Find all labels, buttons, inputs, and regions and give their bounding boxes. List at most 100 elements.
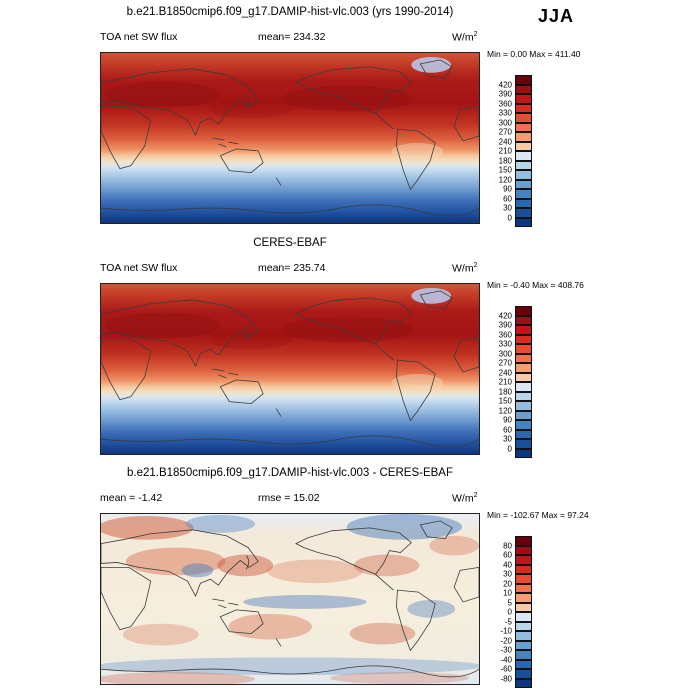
colorbar-swatch — [515, 306, 532, 316]
colorbar-tick: 390 — [498, 320, 512, 330]
colorbar-swatch — [515, 659, 532, 669]
colorbar-tick: 120 — [498, 175, 512, 184]
panel-model-title: b.e21.B1850cmip6.f09_g17.DAMIP-hist-vlc.… — [126, 6, 454, 18]
colorbar-tick: 60 — [503, 194, 512, 203]
colorbar-swatch — [515, 113, 532, 123]
colorbar-swatch — [515, 75, 532, 85]
colorbar-swatch — [515, 564, 532, 574]
colorbar-swatch — [515, 208, 532, 218]
colorbar-tick: -40 — [500, 655, 512, 664]
mean-value-label: mean = -1.42 — [100, 492, 163, 504]
colorbar-tick: 0 — [507, 444, 512, 453]
colorbar-swatch — [515, 678, 532, 688]
panel-diff-title: b.e21.B1850cmip6.f09_g17.DAMIP-hist-vlc.… — [127, 467, 453, 479]
colorbar-swatch — [515, 122, 532, 132]
colorbar-tick: 60 — [503, 550, 512, 560]
units-label: W/m2 — [452, 31, 477, 44]
colorbar-swatch — [515, 621, 532, 631]
colorbar-obs: 420 390 360 330 300 270 240 210 180 150 120 90 60 30 0 — [487, 306, 547, 460]
map-diff — [100, 513, 480, 685]
colorbar-swatch — [515, 555, 532, 565]
colorbar-swatch — [515, 315, 532, 325]
rmse-value-label: rmse = 15.02 — [258, 492, 320, 504]
colorbar-swatch — [515, 612, 532, 622]
colorbar-swatch — [515, 439, 532, 449]
colorbar-tick: 40 — [503, 560, 512, 569]
panel-obs-title: CERES-EBAF — [253, 237, 327, 249]
colorbar-tick: 330 — [498, 108, 512, 118]
colorbar-swatch — [515, 170, 532, 180]
colorbar-tick: -30 — [500, 645, 512, 655]
minmax-label: Min = -0.40 Max = 408.76 — [487, 280, 584, 290]
colorbar-swatch — [515, 631, 532, 641]
colorbar-tick: 90 — [503, 184, 512, 194]
colorbar-tick: 10 — [503, 588, 512, 598]
colorbar-tick: 30 — [503, 434, 512, 444]
colorbar-swatch — [515, 574, 532, 584]
colorbar-swatch — [515, 141, 532, 151]
colorbar-swatch — [515, 344, 532, 354]
colorbar-tick: 330 — [498, 339, 512, 349]
colorbar-tick: 240 — [498, 137, 512, 146]
colorbar-swatch — [515, 420, 532, 430]
map-obs — [100, 283, 480, 455]
colorbar-swatch — [515, 372, 532, 382]
colorbar-tick: 210 — [498, 146, 512, 156]
colorbar-tick: 360 — [498, 99, 512, 108]
colorbar-tick: -60 — [500, 664, 512, 674]
colorbar-swatch — [515, 650, 532, 660]
colorbar-swatch — [515, 391, 532, 401]
colorbar-swatch — [515, 602, 532, 612]
units-text: W/m — [452, 262, 474, 275]
colorbar-tick: 270 — [498, 358, 512, 368]
colorbar-tick: 80 — [503, 541, 512, 550]
colorbar-diff: 80 60 40 30 20 10 5 0 -5 -10 -20 -30 -40 -60 -80 — [487, 536, 547, 690]
colorbar-swatch — [515, 103, 532, 113]
colorbar-tick: 150 — [498, 396, 512, 406]
colorbar-swatch — [515, 353, 532, 363]
units-text: W/m — [452, 492, 474, 505]
colorbar-tick: 0 — [507, 607, 512, 617]
colorbar-tick: 420 — [498, 80, 512, 89]
colorbar-tick: 60 — [503, 425, 512, 434]
colorbar-swatch — [515, 363, 532, 373]
colorbar-tick: 180 — [498, 387, 512, 396]
colorbar-tick: 390 — [498, 89, 512, 99]
units-exponent: 2 — [473, 492, 478, 499]
colorbar-swatch — [515, 132, 532, 142]
colorbar-tick: -10 — [500, 626, 512, 636]
minmax-label: Min = -102.67 Max = 97.24 — [487, 510, 589, 520]
colorbar-swatch — [515, 640, 532, 650]
variable-label: TOA net SW flux — [100, 262, 178, 274]
units-exponent: 2 — [473, 262, 478, 269]
colorbar-swatch — [515, 94, 532, 104]
colorbar-swatch — [515, 593, 532, 603]
units-exponent: 2 — [473, 31, 478, 38]
colorbar-tick: 30 — [503, 203, 512, 213]
units-label: W/m2 — [452, 262, 477, 275]
colorbar-tick: 180 — [498, 156, 512, 165]
colorbar-swatch — [515, 401, 532, 411]
colorbar-tick: 270 — [498, 127, 512, 137]
colorbar-tick: 90 — [503, 415, 512, 425]
minmax-label: Min = 0.00 Max = 411.40 — [487, 49, 581, 59]
colorbar-swatch — [515, 325, 532, 335]
colorbar-swatch — [515, 334, 532, 344]
colorbar-tick: 5 — [507, 598, 512, 607]
colorbar-tick: 420 — [498, 311, 512, 320]
colorbar-tick: -80 — [500, 674, 512, 683]
season-label: JJA — [538, 6, 575, 26]
colorbar-swatch — [515, 669, 532, 679]
panel-model: b.e21.B1850cmip6.f09_g17.DAMIP-hist-vlc.… — [0, 2, 700, 234]
colorbar-tick: 150 — [498, 165, 512, 175]
colorbar-tick: 0 — [507, 213, 512, 222]
colorbar-swatch — [515, 189, 532, 199]
colorbar-tick: -5 — [504, 617, 512, 626]
colorbar-tick: 240 — [498, 368, 512, 377]
colorbar-swatch — [515, 583, 532, 593]
colorbar-model: 420 390 360 330 300 270 240 210 180 150 120 90 60 30 0 — [487, 75, 547, 229]
panel-diff: b.e21.B1850cmip6.f09_g17.DAMIP-hist-vlc.… — [0, 463, 700, 695]
colorbar-swatch — [515, 536, 532, 546]
colorbar-tick: 30 — [503, 569, 512, 579]
